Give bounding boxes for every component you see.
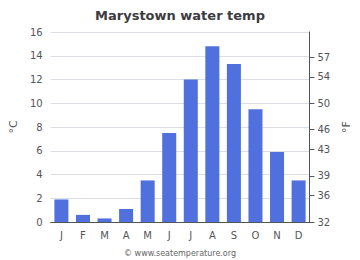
svg-text:32: 32: [317, 217, 330, 228]
svg-text:© www.seatemperature.org: © www.seatemperature.org: [124, 249, 236, 258]
svg-text:N: N: [273, 230, 280, 241]
svg-text:°F: °F: [340, 121, 353, 133]
svg-text:J: J: [59, 230, 63, 241]
svg-text:57: 57: [317, 52, 330, 63]
svg-text:8: 8: [36, 122, 42, 133]
svg-text:D: D: [295, 230, 303, 241]
svg-text:A: A: [123, 230, 130, 241]
svg-text:6: 6: [36, 145, 42, 156]
svg-text:46: 46: [317, 124, 330, 135]
svg-text:F: F: [80, 230, 86, 241]
svg-text:O: O: [252, 230, 260, 241]
svg-text:10: 10: [30, 98, 43, 109]
svg-text:M: M: [100, 230, 109, 241]
svg-text:J: J: [167, 230, 171, 241]
svg-text:36: 36: [317, 190, 330, 201]
svg-text:S: S: [231, 230, 237, 241]
svg-text:0: 0: [36, 217, 42, 228]
svg-text:2: 2: [36, 193, 42, 204]
svg-text:39: 39: [317, 170, 330, 181]
svg-text:54: 54: [317, 71, 330, 82]
svg-text:Marystown water temp: Marystown water temp: [95, 8, 265, 23]
svg-text:A: A: [209, 230, 216, 241]
svg-text:16: 16: [30, 27, 43, 38]
svg-text:14: 14: [30, 50, 43, 61]
svg-text:43: 43: [317, 144, 330, 155]
svg-text:°C: °C: [7, 120, 20, 134]
svg-text:50: 50: [317, 98, 330, 109]
svg-text:M: M: [143, 230, 152, 241]
svg-text:4: 4: [36, 169, 42, 180]
svg-text:12: 12: [30, 74, 43, 85]
svg-text:J: J: [188, 230, 192, 241]
